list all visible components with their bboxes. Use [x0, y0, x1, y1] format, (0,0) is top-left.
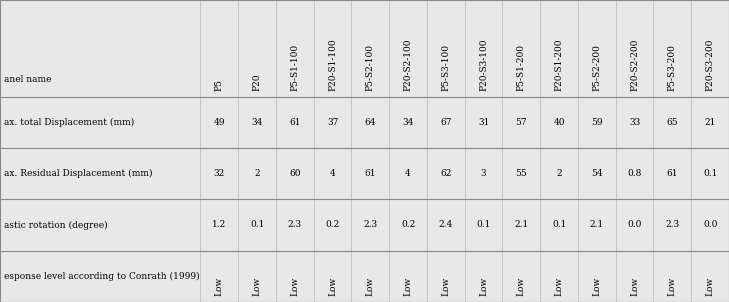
Text: Low: Low	[706, 277, 714, 296]
Text: P5-S3-100: P5-S3-100	[441, 43, 451, 91]
Text: 2: 2	[254, 169, 260, 178]
Text: Low: Low	[253, 277, 262, 296]
Text: P20-S3-100: P20-S3-100	[479, 38, 488, 91]
Text: 2.3: 2.3	[363, 220, 378, 230]
Text: 61: 61	[364, 169, 376, 178]
Text: 0.0: 0.0	[703, 220, 717, 230]
Text: 0.2: 0.2	[325, 220, 340, 230]
Text: 34: 34	[402, 118, 414, 127]
Text: P20-S2-100: P20-S2-100	[404, 38, 413, 91]
Text: 65: 65	[666, 118, 678, 127]
Text: Low: Low	[668, 277, 677, 296]
Text: Low: Low	[290, 277, 300, 296]
Text: P5-S1-100: P5-S1-100	[290, 43, 300, 91]
Text: Low: Low	[517, 277, 526, 296]
Text: P5-S2-200: P5-S2-200	[593, 44, 601, 91]
Text: esponse level according to Conrath (1999): esponse level according to Conrath (1999…	[4, 272, 199, 281]
Text: anel name: anel name	[4, 75, 51, 84]
Text: Low: Low	[404, 277, 413, 296]
Text: P20-S3-200: P20-S3-200	[706, 38, 714, 91]
Text: P20-S2-200: P20-S2-200	[630, 38, 639, 91]
Text: 54: 54	[591, 169, 603, 178]
Text: P20: P20	[253, 73, 262, 91]
Text: 1.2: 1.2	[212, 220, 227, 230]
Text: ax. Residual Displacement (mm): ax. Residual Displacement (mm)	[4, 169, 152, 178]
Text: 37: 37	[327, 118, 338, 127]
Text: 2.3: 2.3	[666, 220, 679, 230]
Text: 4: 4	[405, 169, 411, 178]
Text: 33: 33	[629, 118, 640, 127]
Text: 62: 62	[440, 169, 451, 178]
Text: 59: 59	[591, 118, 603, 127]
Text: 0.0: 0.0	[628, 220, 642, 230]
Text: P5: P5	[215, 79, 224, 91]
Text: P5-S3-200: P5-S3-200	[668, 44, 677, 91]
Text: 57: 57	[515, 118, 527, 127]
Text: 2: 2	[556, 169, 562, 178]
Text: 0.1: 0.1	[477, 220, 491, 230]
Text: P20-S1-100: P20-S1-100	[328, 38, 337, 91]
Text: 61: 61	[289, 118, 300, 127]
Text: 2.3: 2.3	[288, 220, 302, 230]
Text: 0.1: 0.1	[703, 169, 717, 178]
Text: 40: 40	[553, 118, 565, 127]
Text: 31: 31	[478, 118, 489, 127]
Text: 32: 32	[214, 169, 225, 178]
Text: astic rotation (degree): astic rotation (degree)	[4, 220, 107, 230]
Text: 0.8: 0.8	[628, 169, 642, 178]
Text: Low: Low	[479, 277, 488, 296]
Text: 49: 49	[214, 118, 225, 127]
Text: 34: 34	[252, 118, 262, 127]
Text: 2.1: 2.1	[590, 220, 604, 230]
Text: Low: Low	[593, 277, 601, 296]
Text: Low: Low	[630, 277, 639, 296]
Text: Low: Low	[441, 277, 451, 296]
Text: 64: 64	[364, 118, 376, 127]
Text: 2.4: 2.4	[439, 220, 453, 230]
Text: 67: 67	[440, 118, 451, 127]
Text: Low: Low	[215, 277, 224, 296]
Text: 61: 61	[666, 169, 678, 178]
Text: 0.1: 0.1	[250, 220, 265, 230]
Text: P20-S1-200: P20-S1-200	[555, 38, 564, 91]
Text: 0.1: 0.1	[552, 220, 566, 230]
Text: 3: 3	[481, 169, 486, 178]
Text: P5-S2-100: P5-S2-100	[366, 43, 375, 91]
Text: Low: Low	[328, 277, 337, 296]
Text: 4: 4	[330, 169, 335, 178]
Text: Low: Low	[555, 277, 564, 296]
Text: 0.2: 0.2	[401, 220, 416, 230]
Text: 2.1: 2.1	[514, 220, 529, 230]
Text: P5-S1-200: P5-S1-200	[517, 43, 526, 91]
Text: ax. total Displacement (mm): ax. total Displacement (mm)	[4, 118, 134, 127]
Text: 21: 21	[704, 118, 716, 127]
Text: 60: 60	[289, 169, 300, 178]
Text: Low: Low	[366, 277, 375, 296]
Text: 55: 55	[515, 169, 527, 178]
